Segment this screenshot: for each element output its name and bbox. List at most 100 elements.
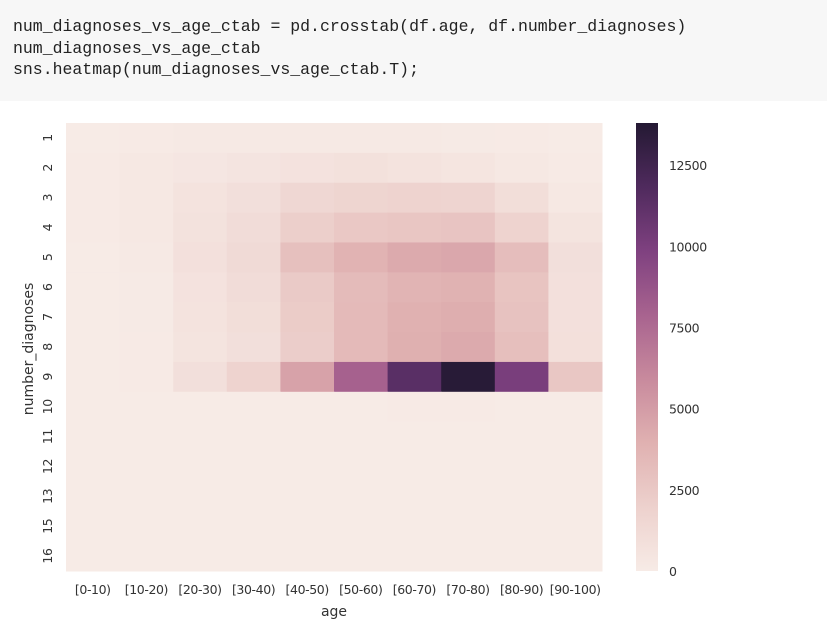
y-tick-label: 16 [40, 548, 55, 564]
heatmap-cell [548, 123, 603, 154]
heatmap-cell [226, 302, 281, 333]
heatmap-chart: [0-10) [10-20) [20-30) [30-40) [40-50) [50-60… [21, 123, 708, 620]
x-tick-label: [20-30) [178, 582, 221, 597]
x-tick-label: [10-20) [125, 582, 168, 597]
heatmap-cell [334, 123, 389, 154]
heatmap-cell [494, 182, 549, 214]
heatmap-cell [119, 421, 174, 453]
y-tick-label: 7 [40, 313, 55, 321]
heatmap-cell [66, 451, 121, 482]
colorbar-tick-label: 10000 [669, 239, 707, 254]
colorbar-tick-label: 2500 [669, 483, 700, 498]
heatmap-cell [334, 332, 389, 363]
heatmap-cell [226, 152, 281, 184]
heatmap-cell [387, 182, 442, 214]
heatmap-cell [66, 123, 121, 154]
heatmap-cell [494, 481, 549, 512]
heatmap-cell [119, 242, 174, 273]
y-tick-label: 10 [40, 399, 55, 415]
heatmap-cell [226, 182, 281, 214]
heatmap-cell [119, 361, 174, 393]
heatmap-cell [548, 451, 603, 482]
heatmap-cell [387, 361, 442, 393]
heatmap-cell [494, 272, 549, 303]
heatmap-cell [494, 302, 549, 333]
heatmap-cell [387, 451, 442, 482]
heatmap-cell [387, 152, 442, 184]
heatmap-cell [548, 511, 603, 542]
heatmap-cell [334, 272, 389, 303]
y-tick-label: 11 [40, 429, 55, 444]
heatmap-cell [441, 212, 496, 243]
heatmap-cell [119, 451, 174, 482]
heatmap-cell [334, 511, 389, 542]
colorbar [636, 123, 658, 571]
heatmap-cell [119, 332, 174, 363]
heatmap-cell [334, 361, 389, 393]
y-axis-label: number_diagnoses [21, 283, 37, 416]
heatmap-cell [66, 391, 121, 423]
heatmap-cell [387, 511, 442, 542]
heatmap-cell [119, 272, 174, 303]
heatmap-cell [441, 123, 496, 154]
heatmap-cell [66, 242, 121, 273]
heatmap-cell [280, 242, 335, 273]
heatmap-cell [494, 332, 549, 363]
heatmap-cell [226, 332, 281, 363]
heatmap-cell [494, 391, 549, 423]
heatmap-cell [280, 511, 335, 542]
heatmap-cell [548, 212, 603, 243]
heatmap-cell [66, 182, 121, 214]
heatmap-cell [226, 123, 281, 154]
heatmap-cells [66, 123, 603, 572]
heatmap-cell [173, 242, 228, 273]
heatmap-cell [441, 481, 496, 512]
heatmap-cell [173, 541, 228, 572]
heatmap-cell [548, 152, 603, 184]
heatmap-cell [173, 212, 228, 243]
code-cell[interactable]: num_diagnoses_vs_age_ctab = pd.crosstab(… [0, 0, 827, 101]
heatmap-cell [387, 123, 442, 154]
y-tick-label: 12 [40, 459, 55, 474]
heatmap-cell [334, 451, 389, 482]
heatmap-cell [494, 242, 549, 273]
heatmap-cell [280, 182, 335, 214]
heatmap-cell [173, 391, 228, 423]
heatmap-cell [494, 511, 549, 542]
heatmap-cell [441, 451, 496, 482]
heatmap-cell [66, 361, 121, 393]
heatmap-cell [173, 123, 228, 154]
heatmap-cell [226, 481, 281, 512]
heatmap-cell [334, 242, 389, 273]
code-line: sns.heatmap(num_diagnoses_vs_age_ctab.T)… [13, 60, 419, 79]
x-tick-label: [50-60) [339, 582, 382, 597]
heatmap-cell [173, 421, 228, 453]
heatmap-cell [119, 182, 174, 214]
heatmap-cell [334, 212, 389, 243]
heatmap-cell [494, 421, 549, 453]
heatmap-cell [173, 481, 228, 512]
heatmap-cell [280, 541, 335, 572]
heatmap-cell [387, 242, 442, 273]
heatmap-cell [173, 511, 228, 542]
heatmap-cell [494, 123, 549, 154]
x-tick-label: [60-70) [393, 582, 436, 597]
heatmap-cell [173, 152, 228, 184]
heatmap-cell [280, 212, 335, 243]
heatmap-cell [387, 302, 442, 333]
x-tick-label: [0-10) [75, 582, 111, 597]
heatmap-cell [334, 541, 389, 572]
heatmap-cell [548, 541, 603, 572]
heatmap-cell [548, 421, 603, 453]
heatmap-cell [548, 391, 603, 423]
heatmap-cell [387, 332, 442, 363]
colorbar-tick-labels: 0 2500 5000 7500 10000 12500 [669, 158, 708, 579]
heatmap-cell [280, 152, 335, 184]
heatmap-cell [548, 272, 603, 303]
heatmap-cell [226, 451, 281, 482]
heatmap-cell [280, 332, 335, 363]
heatmap-cell [387, 212, 442, 243]
heatmap-cell [173, 182, 228, 214]
heatmap-cell [494, 212, 549, 243]
colorbar-tick-label: 5000 [669, 402, 700, 417]
